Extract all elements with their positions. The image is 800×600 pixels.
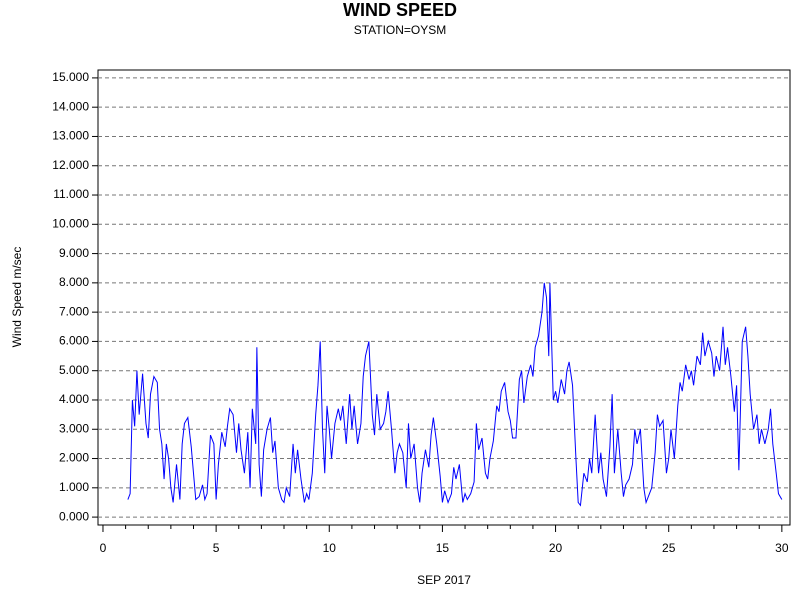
y-tick-label: 15.000 [52, 70, 89, 84]
y-tick-label: 9.000 [59, 246, 89, 260]
x-tick-label: 15 [436, 541, 450, 555]
y-axis-label: Wind Speed m/sec [10, 247, 24, 348]
y-tick-label: 3.000 [59, 421, 89, 435]
y-tick-label: 0.000 [59, 509, 89, 523]
y-tick-label: 12.000 [52, 158, 89, 172]
y-tick-label: 4.000 [59, 392, 89, 406]
y-tick-label: 14.000 [52, 99, 89, 113]
chart-title: WIND SPEED [343, 0, 457, 20]
x-tick-label: 5 [213, 541, 220, 555]
y-tick-label: 5.000 [59, 363, 89, 377]
y-tick-label: 8.000 [59, 275, 89, 289]
x-tick-label: 25 [662, 541, 676, 555]
x-tick-label: 0 [100, 541, 107, 555]
y-tick-label: 6.000 [59, 334, 89, 348]
wind-line [127, 282, 783, 507]
y-tick-label: 11.000 [53, 187, 89, 201]
y-tick-label: 13.000 [52, 129, 89, 143]
x-tick-label: 10 [323, 541, 337, 555]
chart-subtitle: STATION=OYSM [354, 23, 447, 37]
y-tick-label: 1.000 [59, 480, 89, 494]
plot-frame [97, 69, 791, 526]
x-tick-label: 30 [775, 541, 789, 555]
y-tick-label: 7.000 [59, 304, 89, 318]
y-tick-label: 10.000 [52, 216, 89, 230]
y-tick-label: 2.000 [59, 451, 89, 465]
x-tick-label: 20 [549, 541, 563, 555]
x-axis-label: SEP 2017 [417, 573, 471, 587]
